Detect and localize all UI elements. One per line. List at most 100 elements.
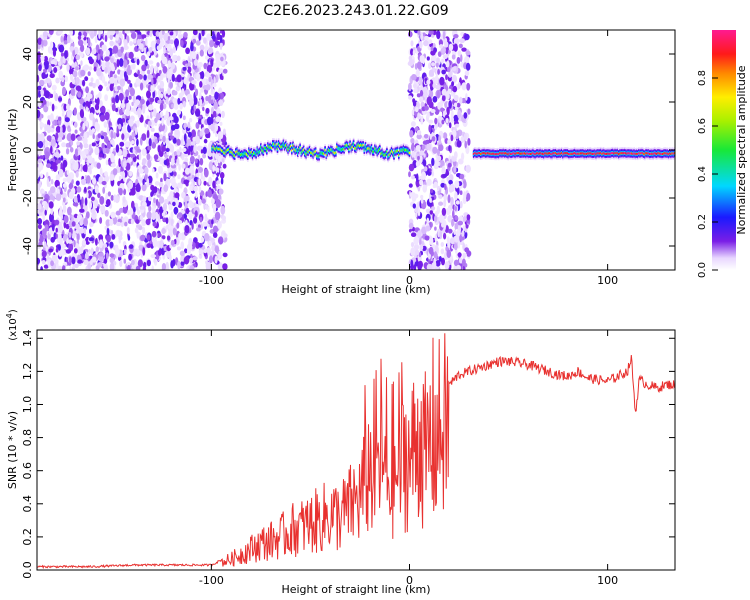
heatmap-cell bbox=[205, 203, 209, 210]
heatmap-cell bbox=[238, 152, 241, 155]
heatmap-cell bbox=[417, 208, 421, 217]
heatmap-cell bbox=[78, 246, 81, 256]
heatmap-cell bbox=[393, 154, 395, 157]
heatmap-cell bbox=[275, 143, 278, 146]
heatmap-cell bbox=[83, 227, 87, 235]
heatmap-cell bbox=[128, 118, 134, 127]
heatmap-cell bbox=[129, 87, 135, 97]
heatmap-cell bbox=[131, 131, 135, 139]
heatmap-cell bbox=[75, 171, 79, 178]
heatmap-cell bbox=[166, 249, 172, 258]
heatmap-cell bbox=[37, 37, 42, 45]
heatmap-cell bbox=[222, 163, 227, 169]
heatmap-cell bbox=[112, 45, 119, 54]
heatmap-cell bbox=[346, 144, 349, 147]
heatmap-cell bbox=[547, 152, 550, 155]
heatmap-cell bbox=[142, 195, 147, 202]
heatmap-cell bbox=[197, 61, 203, 68]
heatmap-cell bbox=[453, 265, 457, 270]
heatmap-cell bbox=[99, 106, 106, 113]
heatmap-cell bbox=[179, 250, 185, 257]
heatmap-cell bbox=[135, 78, 141, 85]
heatmap-cell bbox=[74, 148, 78, 157]
heatmap-cell bbox=[208, 240, 212, 247]
heatmap-cell bbox=[191, 222, 194, 230]
heatmap-cell bbox=[180, 139, 184, 144]
heatmap-cell bbox=[183, 133, 187, 142]
heatmap-cell bbox=[215, 41, 221, 46]
heatmap-cell bbox=[375, 148, 377, 151]
heatmap-region-3 bbox=[472, 146, 675, 161]
heatmap-cell bbox=[147, 73, 153, 80]
heatmap-cell bbox=[92, 177, 97, 185]
heatmap-cell bbox=[456, 102, 461, 108]
heatmap-cell bbox=[216, 220, 222, 229]
heatmap-region-2 bbox=[407, 30, 472, 270]
heatmap-cell bbox=[169, 135, 175, 140]
heatmap-cell bbox=[621, 152, 624, 155]
heatmap-cell bbox=[181, 88, 185, 96]
heatmap-cell bbox=[236, 150, 238, 153]
heatmap-cell bbox=[90, 77, 94, 83]
heatmap-cell bbox=[428, 119, 434, 124]
heatmap-cell bbox=[147, 120, 152, 127]
heatmap-cell bbox=[178, 232, 182, 241]
heatmap-cell bbox=[139, 205, 145, 210]
heatmap-cell bbox=[92, 82, 96, 89]
heatmap-region-0 bbox=[37, 30, 228, 270]
heatmap-cell bbox=[408, 151, 411, 154]
heatmap-cell bbox=[623, 151, 626, 155]
heatmap-cell bbox=[554, 152, 557, 155]
heatmap-cell bbox=[462, 180, 467, 189]
heatmap-cell bbox=[68, 182, 74, 190]
heatmap-cell bbox=[170, 218, 174, 227]
heatmap-cell bbox=[410, 48, 414, 56]
heatmap-cell bbox=[172, 90, 178, 96]
heatmap-cell bbox=[104, 94, 108, 102]
heatmap-cell bbox=[160, 177, 163, 183]
heatmap-cell bbox=[459, 200, 463, 209]
heatmap-cell bbox=[212, 232, 218, 239]
heatmap-cell bbox=[115, 210, 121, 216]
heatmap-cell bbox=[413, 193, 419, 199]
heatmap-cell bbox=[88, 237, 95, 242]
heatmap-cell bbox=[221, 110, 225, 119]
heatmap-cell bbox=[122, 160, 127, 168]
heatmap-cell bbox=[141, 64, 147, 72]
heatmap-cell bbox=[198, 186, 202, 193]
heatmap-cell bbox=[127, 64, 131, 71]
heatmap-cell bbox=[451, 54, 456, 60]
heatmap-cell bbox=[325, 153, 328, 156]
heatmap-cell bbox=[125, 89, 130, 97]
heatmap-cell bbox=[44, 209, 47, 216]
heatmap-cell bbox=[210, 58, 214, 68]
heatmap-cell bbox=[38, 70, 42, 76]
heatmap-cell bbox=[128, 253, 133, 261]
heatmap-cell bbox=[362, 144, 364, 147]
heatmap-cell bbox=[418, 252, 422, 258]
heatmap-cell bbox=[157, 249, 162, 256]
heatmap-cell bbox=[496, 152, 499, 155]
heatmap-cell bbox=[183, 256, 190, 265]
heatmap-cell bbox=[332, 151, 335, 154]
heatmap-cell bbox=[83, 64, 90, 70]
heatmap-cell bbox=[455, 200, 460, 205]
heatmap-cell bbox=[188, 175, 191, 181]
heatmap-cell bbox=[422, 140, 428, 145]
heatmap-cell bbox=[111, 103, 116, 112]
heatmap-cell bbox=[392, 151, 394, 154]
heatmap-cell bbox=[196, 53, 199, 60]
heatmap-cell bbox=[152, 168, 155, 173]
heatmap-cell bbox=[192, 256, 198, 261]
heatmap-cell bbox=[69, 30, 73, 37]
heatmap-cell bbox=[217, 108, 221, 115]
heatmap-cell bbox=[358, 144, 361, 147]
heatmap-cell bbox=[215, 199, 222, 208]
heatmap-cell bbox=[438, 139, 442, 145]
heatmap-cell bbox=[413, 244, 420, 251]
heatmap-cell bbox=[439, 76, 445, 86]
heatmap-cell bbox=[195, 135, 200, 143]
heatmap-cell bbox=[142, 247, 146, 256]
heatmap-cell bbox=[410, 242, 415, 248]
heatmap-cell bbox=[55, 132, 59, 141]
